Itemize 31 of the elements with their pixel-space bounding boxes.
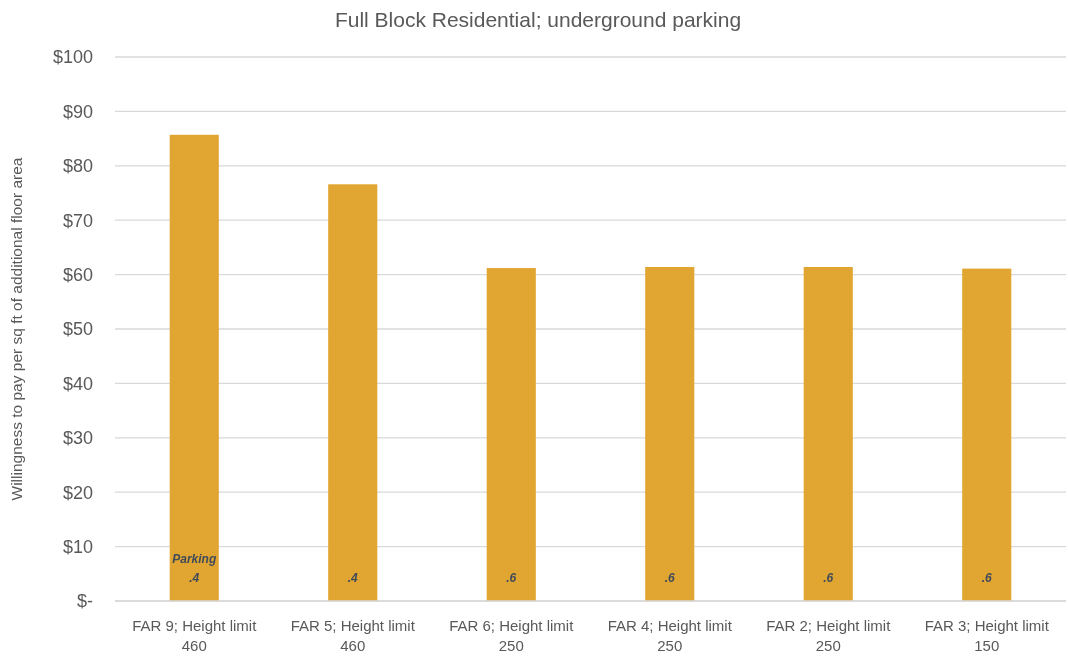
- x-tick-label: FAR 2; Height limit 250: [766, 617, 892, 654]
- y-tick-label: $100: [52, 47, 93, 68]
- bar: [486, 268, 536, 601]
- y-axis-title: Willingness to pay per sq ft of additional floor area: [8, 157, 25, 501]
- bar: [962, 268, 1012, 601]
- bar: [803, 266, 853, 601]
- y-tick-label: $30: [62, 428, 93, 449]
- annotation: .4: [347, 571, 359, 585]
- bar: [645, 266, 695, 601]
- bar: [169, 134, 219, 601]
- y-tick-label: $90: [62, 101, 93, 122]
- y-tick-label: $20: [62, 482, 93, 503]
- y-tick-label: $60: [62, 264, 93, 285]
- chart-title: Full Block Residential; underground parking: [334, 8, 742, 31]
- x-tick-label: FAR 4; Height limit 250: [607, 617, 733, 654]
- annotation: Parking .4: [172, 552, 217, 585]
- x-tick-label: FAR 9; Height limit 460: [132, 617, 258, 654]
- y-tick-label: $10: [62, 536, 93, 557]
- x-tick-label: FAR 3; Height limit 150: [924, 617, 1050, 654]
- annotation: .6: [981, 571, 993, 585]
- y-tick-label: $-: [76, 591, 93, 612]
- annotation: .6: [506, 571, 517, 585]
- y-tick-label: $50: [62, 319, 93, 340]
- y-tick-label: $70: [62, 210, 93, 231]
- annotation: .6: [823, 571, 834, 585]
- annotation: .6: [664, 571, 676, 585]
- y-tick-label: $40: [62, 373, 93, 394]
- bar: [328, 184, 378, 601]
- x-tick-label: FAR 5; Height limit 460: [290, 617, 416, 654]
- y-tick-label: $80: [62, 156, 93, 177]
- x-tick-label: FAR 6; Height limit 250: [449, 617, 575, 654]
